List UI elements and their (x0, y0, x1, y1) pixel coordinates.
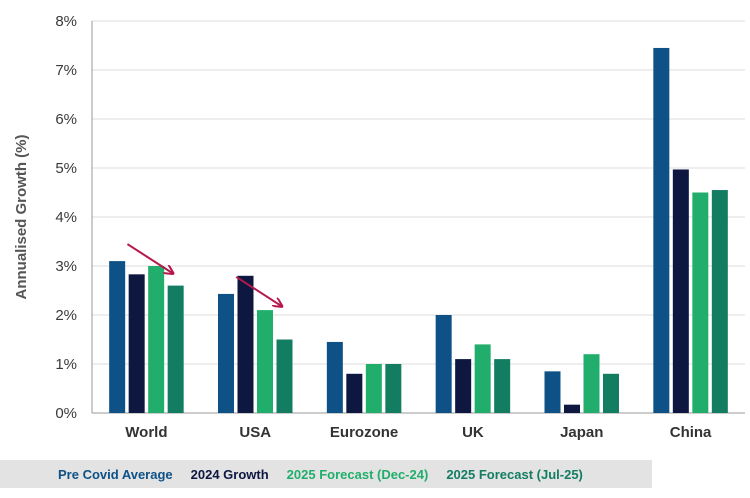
bar-usa-series-2 (257, 310, 273, 413)
bar-uk-series-0 (435, 315, 452, 413)
bar-eurozone-series-2 (365, 364, 382, 413)
y-tick-label: 8% (55, 13, 77, 30)
downgrade-arrow-world (126, 243, 172, 273)
legend-item-2024-growth: 2024 Growth (190, 466, 269, 482)
downgrade-arrow-usa (235, 276, 281, 306)
bar-japan-series-0 (544, 371, 561, 413)
legend-item-2025-forecast-dec-24: 2025 Forecast (Dec-24) (286, 466, 429, 482)
y-tick-label: 3% (55, 258, 77, 275)
bar-world-series-1 (128, 274, 145, 413)
x-category-label: World (125, 424, 167, 441)
y-axis-title: Annualised Growth (%) (13, 134, 30, 299)
bar-china-series-2 (692, 192, 709, 413)
bar-uk-series-1 (455, 359, 472, 413)
y-tick-label: 5% (55, 160, 77, 177)
x-category-label: Eurozone (330, 424, 398, 441)
y-tick-label: 2% (55, 307, 77, 324)
y-tick-label: 1% (55, 356, 77, 373)
bar-japan-series-3 (603, 373, 619, 413)
x-category-label: UK (462, 424, 484, 441)
bar-chart: 0% 1% 2% 3% 4% 5% 6% 7% 8% Annualised Growth (%) W… (13, 13, 745, 441)
legend-item-pre-covid-average: Pre Covid Average (58, 466, 173, 482)
bar-uk-series-2 (474, 344, 491, 413)
y-tick-label: 7% (55, 62, 77, 79)
bar-world-series-0 (109, 261, 126, 413)
bar-usa-series-0 (218, 293, 234, 413)
y-tick-label: 4% (55, 209, 77, 226)
y-tick-label: 6% (55, 111, 77, 128)
x-category-label: Japan (560, 424, 603, 441)
bar-uk-series-3 (494, 359, 511, 413)
x-category-label: China (670, 424, 712, 441)
bar-eurozone-series-0 (326, 341, 343, 413)
legend: Pre Covid Average 2024 Growth 2025 Forec… (0, 460, 652, 488)
bar-world-series-3 (167, 285, 184, 413)
bar-japan-series-1 (564, 404, 580, 413)
bar-china-series-1 (672, 169, 689, 413)
bar-japan-series-2 (583, 354, 600, 413)
bar-eurozone-series-3 (385, 364, 402, 413)
legend-item-2025-forecast-jul-25: 2025 Forecast (Jul-25) (446, 466, 583, 482)
bar-china-series-3 (711, 190, 728, 413)
y-tick-label: 0% (55, 405, 77, 422)
bar-china-series-0 (653, 47, 670, 413)
bar-eurozone-series-1 (346, 373, 363, 413)
x-category-label: USA (239, 424, 271, 441)
bar-usa-series-3 (276, 339, 293, 413)
bar-usa-series-1 (237, 275, 254, 413)
bar-world-series-2 (148, 266, 165, 413)
